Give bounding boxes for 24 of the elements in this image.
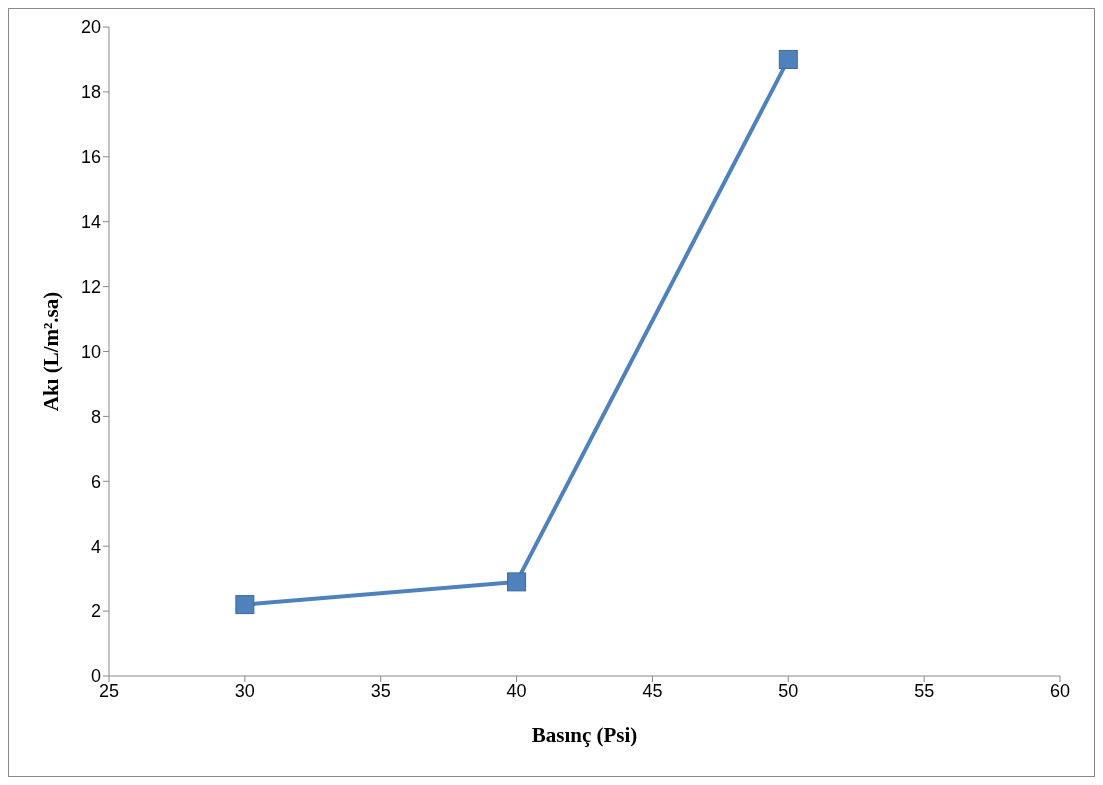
x-tick-label: 55 [914, 680, 935, 701]
y-tick-label: 8 [90, 406, 101, 427]
x-tick-label: 35 [370, 680, 391, 701]
x-tick-label: 50 [778, 680, 799, 701]
point [507, 572, 527, 592]
y-tick-label: 4 [90, 536, 101, 557]
y-tick-label: 18 [80, 82, 101, 103]
x-axis-title: Basınç (Psi) [531, 723, 638, 747]
point [778, 49, 798, 69]
y-tick-label: 2 [90, 601, 101, 622]
y-tick-label: 16 [80, 147, 101, 168]
y-tick-label: 6 [90, 471, 101, 492]
y-tick-label: 10 [80, 341, 101, 362]
y-tick-label: 12 [80, 276, 101, 297]
x-tick-label: 45 [642, 680, 663, 701]
y-tick-label: 20 [80, 17, 101, 38]
point [235, 595, 255, 615]
y-tick-label: 14 [80, 212, 101, 233]
x-tick-label: 40 [506, 680, 527, 701]
y-axis-title: Akı (L/m².sa) [39, 291, 64, 412]
x-tick-label: 25 [98, 680, 120, 701]
y-tick-label: 0 [90, 666, 101, 687]
x-tick-label: 30 [234, 680, 255, 701]
x-tick-label: 60 [1049, 680, 1071, 701]
